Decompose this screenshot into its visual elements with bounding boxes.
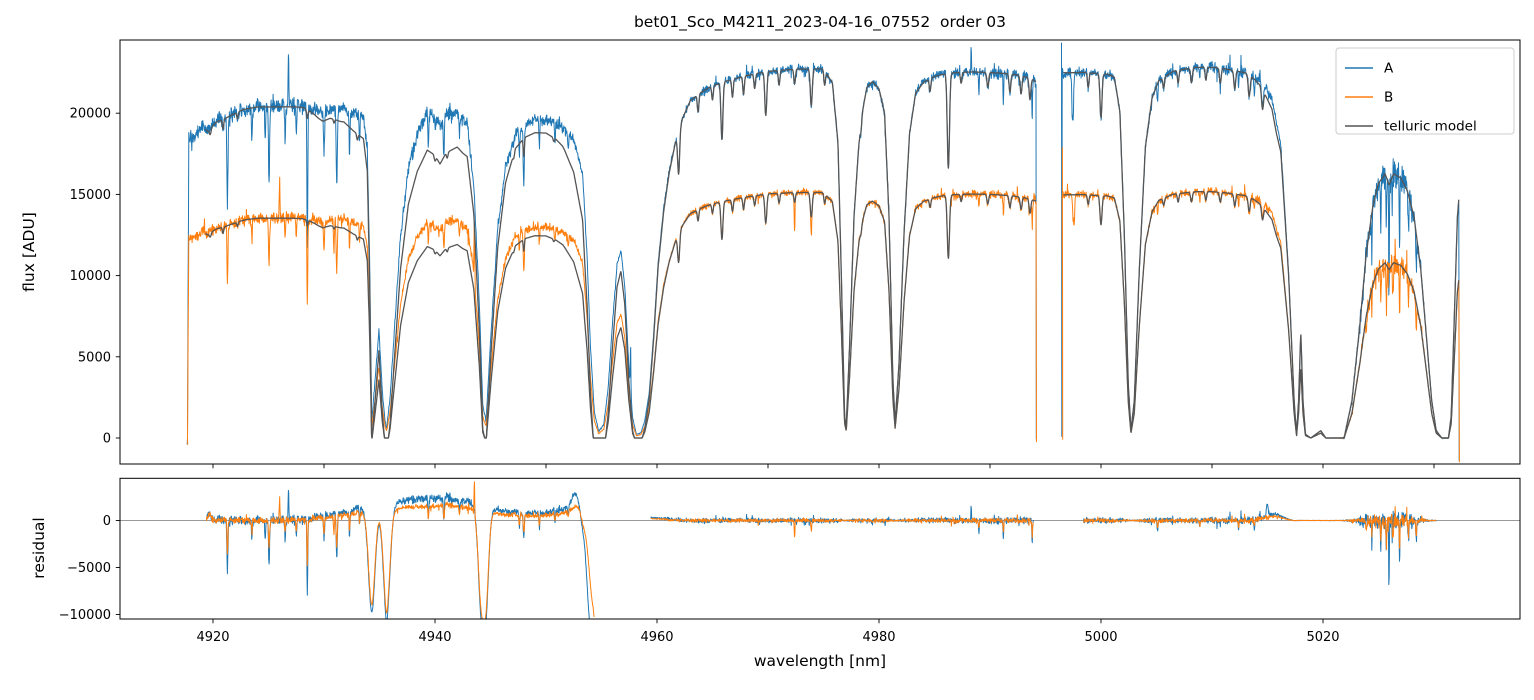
legend-label-A: A [1384, 61, 1394, 77]
residual-B-line [206, 481, 595, 619]
xtick-label: 4980 [862, 630, 895, 645]
top-ytick-label: 5000 [78, 350, 111, 365]
axis-ticks: 4920 4940 4960 4980 5000 5020 0 5000 10000 15000 2… [59, 107, 1435, 645]
legend-label-telluric-model: telluric model [1384, 119, 1477, 135]
top-ytick-label: 20000 [70, 107, 111, 122]
legend-label-B: B [1384, 90, 1393, 106]
top-ytick-label: 10000 [70, 269, 111, 284]
legend: A B telluric model [1335, 47, 1515, 135]
bottom-panel-border [119, 477, 1521, 620]
bottom-y-axis-label: residual [30, 517, 48, 578]
residual-B-line [1083, 506, 1437, 551]
top-ytick-label: 0 [103, 432, 111, 447]
top-y-axis-label: flux [ADU] [20, 212, 38, 292]
series-telluric-model-B-line [1063, 191, 1460, 439]
x-axis-label: wavelength [nm] [754, 652, 886, 670]
xtick-label: 4920 [196, 630, 229, 645]
xtick-label: 4940 [418, 630, 451, 645]
top-panel-border [119, 39, 1521, 465]
residual-B-line [650, 514, 1034, 538]
xtick-label: 5000 [1084, 630, 1117, 645]
bottom-ytick-label: 0 [103, 514, 111, 529]
bottom-ytick-label: −5000 [67, 561, 111, 576]
series-telluric-model-B-line [205, 191, 1037, 439]
chart-title: bet01_Sco_M4211_2023-04-16_07552 order 0… [634, 13, 1006, 32]
bottom-panel-series [120, 481, 1520, 619]
top-panel-series [186, 42, 1460, 463]
residual-A-line [1083, 503, 1437, 586]
series-B-line [187, 176, 1037, 445]
residual-A-line [206, 489, 590, 619]
top-ytick-label: 15000 [70, 188, 111, 203]
xtick-label: 5020 [1306, 630, 1339, 645]
bottom-ytick-label: −10000 [59, 608, 111, 623]
series-telluric-model-A-line [205, 68, 1037, 439]
legend-box [1335, 47, 1515, 135]
series-telluric-model-A-line [1063, 66, 1460, 439]
residual-A-line [650, 505, 1034, 544]
xtick-label: 4960 [640, 630, 673, 645]
